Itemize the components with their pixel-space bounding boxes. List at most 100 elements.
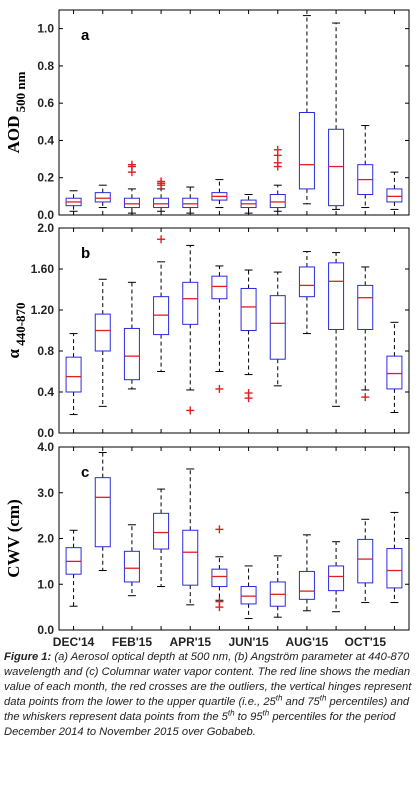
iqr-box (328, 565, 345, 592)
box-plot-figure: 0.0 0.2 0.4 0.6 0.8 1.0 a AOD 500 nm 0.0 0.4 0.8 1.… (4, 9, 410, 649)
box-month-5 (182, 468, 199, 606)
box-month-6 (211, 179, 228, 209)
figure-caption: Figure 1: (a) Aerosol optical depth at 5… (4, 650, 414, 740)
caption-sup-1: th (275, 693, 283, 703)
y-tick-label: 0.4 (37, 133, 54, 147)
caption-text-4: to 95 (234, 711, 263, 723)
iqr-box (386, 188, 403, 203)
x-tick-label: JUN'15 (228, 635, 269, 649)
box-month-7 (240, 269, 257, 403)
box-month-10 (328, 541, 345, 613)
iqr-box (240, 287, 257, 332)
iqr-box (94, 192, 111, 203)
box-month-2 (94, 451, 111, 572)
box-month-7 (240, 565, 257, 620)
iqr-box (182, 197, 199, 209)
outlier-cross (361, 393, 370, 402)
y-tick-label: 0.4 (37, 385, 54, 399)
plot-frame (58, 227, 410, 434)
outlier-cross (273, 145, 282, 154)
box-month-8 (269, 555, 286, 618)
y-tick-label: 0.8 (37, 59, 54, 73)
y-axis-title-main: CWV (cm) (4, 499, 23, 578)
panel-letter: c (81, 464, 89, 481)
y-tick-label: 2.0 (37, 532, 54, 546)
box-month-11 (357, 125, 374, 209)
caption-text-3: percentiles) and the whiskers represent … (4, 696, 410, 723)
y-axis-title: AOD 500 nm (4, 71, 28, 153)
iqr-box (65, 356, 82, 393)
y-axis-title-main: α (4, 349, 23, 359)
iqr-box (123, 327, 140, 381)
panel-c: 0.0 1.0 2.0 3.0 4.0 c CWV (cm) DEC'14 FEB'15 APR'… (4, 440, 410, 649)
iqr-box (94, 477, 111, 548)
box-month-10 (328, 22, 345, 210)
y-tick-label: 1.0 (37, 22, 54, 36)
box-month-6 (211, 525, 228, 612)
box-month-3 (123, 160, 140, 214)
iqr-box (298, 266, 315, 298)
x-tick-label: FEB'15 (112, 635, 153, 649)
iqr-box (182, 281, 199, 325)
iqr-box (153, 197, 170, 209)
y-tick-label: 0.2 (37, 171, 54, 185)
box-month-4 (153, 177, 170, 212)
iqr-box (211, 275, 228, 300)
iqr-box (182, 529, 199, 586)
caption-text-5: percentiles for the period December 2014… (4, 711, 396, 738)
plot-frame (58, 9, 410, 216)
box-month-9 (298, 534, 315, 612)
y-tick-label: 0.0 (37, 426, 54, 440)
box-month-12 (386, 321, 403, 413)
outlier-cross (186, 406, 195, 415)
iqr-box (153, 512, 170, 550)
box-month-1 (65, 529, 82, 607)
x-tick-label: APR'15 (169, 635, 211, 649)
y-tick-label: 1.60 (31, 262, 55, 276)
box-month-7 (240, 194, 257, 214)
outlier-cross (244, 389, 253, 398)
panel-a: 0.0 0.2 0.4 0.6 0.8 1.0 a AOD 500 nm (4, 9, 410, 222)
outlier-cross (215, 525, 224, 534)
box-month-9 (298, 15, 315, 205)
iqr-box (357, 538, 374, 584)
y-tick-label: 2.0 (37, 221, 54, 235)
box-month-5 (182, 186, 199, 214)
iqr-box (211, 568, 228, 588)
y-tick-label: 4.0 (37, 440, 54, 454)
box-month-10 (328, 252, 345, 407)
y-tick-label: 1.0 (37, 577, 54, 591)
box-month-2 (94, 184, 111, 209)
caption-sup-4: th (262, 708, 270, 718)
caption-text-1: (a) Aerosol optical depth at 500 nm, (b)… (4, 651, 412, 708)
panel-letter: b (81, 245, 90, 262)
iqr-box (298, 112, 315, 190)
box-month-8 (269, 145, 286, 212)
box-month-3 (123, 281, 140, 390)
outlier-cross (273, 158, 282, 167)
plot-frame (58, 446, 410, 631)
iqr-box (123, 197, 140, 209)
iqr-box (269, 194, 286, 209)
outlier-cross (215, 597, 224, 606)
iqr-box (386, 355, 403, 390)
box-month-4 (153, 488, 170, 588)
box-month-3 (123, 524, 140, 597)
iqr-box (298, 570, 315, 600)
iqr-box (328, 128, 345, 207)
iqr-box (94, 313, 111, 352)
iqr-box (240, 586, 257, 605)
box-month-5 (182, 244, 199, 415)
y-axis-title-subscript: 440-870 (13, 302, 28, 349)
iqr-box (123, 550, 140, 583)
box-month-1 (65, 190, 82, 212)
box-month-8 (269, 271, 286, 387)
outlier-cross (215, 384, 224, 393)
y-axis-title-main: AOD (4, 116, 23, 154)
caption-sup-3: th (227, 708, 235, 718)
box-month-12 (386, 511, 403, 604)
box-month-4 (153, 235, 170, 372)
y-tick-label: 1.20 (31, 303, 55, 317)
box-month-6 (211, 265, 228, 393)
y-axis-title-subscript: 500 nm (13, 71, 28, 115)
